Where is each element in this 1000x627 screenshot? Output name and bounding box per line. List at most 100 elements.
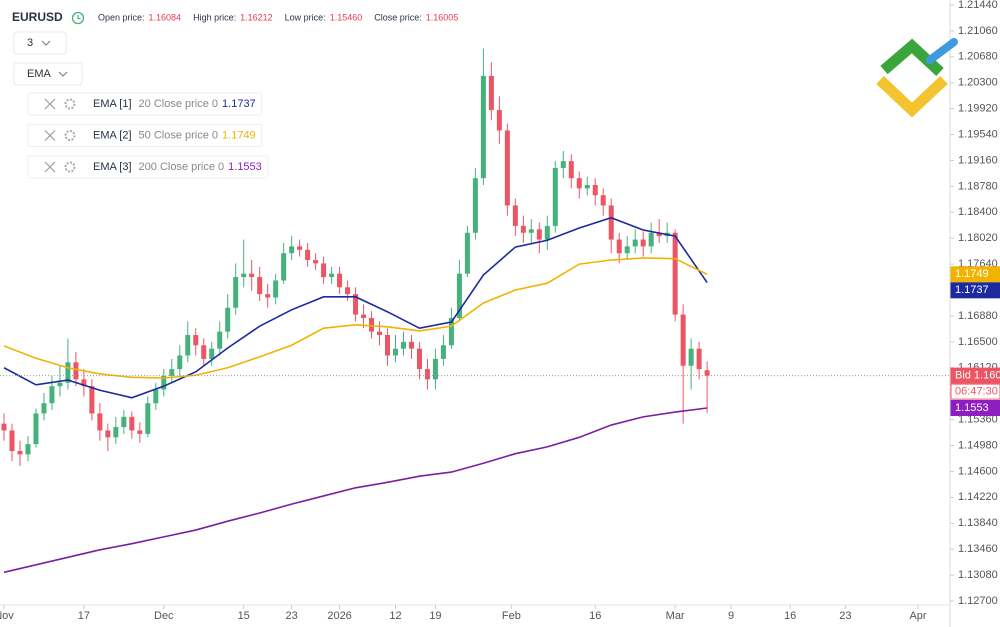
symbol[interactable]: EURUSD bbox=[12, 10, 63, 24]
candle-body bbox=[249, 273, 255, 278]
legend-params: 200 Close price 0 bbox=[139, 161, 225, 173]
candle-body bbox=[616, 239, 622, 254]
candle-body bbox=[97, 413, 103, 431]
legend-value: 1.1553 bbox=[228, 161, 262, 173]
y-tick-label: 1.19540 bbox=[958, 128, 998, 140]
candle-body bbox=[57, 382, 63, 387]
remove-icon[interactable] bbox=[44, 161, 56, 173]
legend-value: 1.1737 bbox=[222, 98, 256, 110]
y-tick-label: 1.19160 bbox=[958, 154, 998, 166]
interval-dropdown[interactable]: 3 bbox=[13, 31, 67, 55]
timer-box-text: 06:47:30 bbox=[955, 386, 998, 398]
candle-body bbox=[592, 185, 598, 196]
ema-line bbox=[3, 257, 708, 379]
y-tick-label: 1.21060 bbox=[958, 25, 998, 37]
candle-body bbox=[400, 341, 406, 349]
y-tick-label: 1.21440 bbox=[958, 0, 998, 11]
candle-body bbox=[536, 229, 542, 240]
indicator-dropdown[interactable]: EMA bbox=[13, 62, 83, 86]
y-tick-label: 1.13460 bbox=[958, 543, 998, 555]
x-tick-label: 2026 bbox=[327, 610, 351, 622]
candle-body bbox=[193, 335, 199, 346]
candle-body bbox=[584, 185, 590, 189]
settings-icon[interactable] bbox=[64, 161, 76, 173]
candle-body bbox=[624, 246, 630, 254]
candle-body bbox=[49, 386, 55, 404]
candle-body bbox=[680, 314, 686, 366]
price-label: Close price: bbox=[374, 12, 422, 22]
price-label: High price: bbox=[193, 12, 236, 22]
candle-body bbox=[480, 75, 486, 179]
candle-body bbox=[129, 416, 135, 431]
candle-body bbox=[305, 249, 311, 261]
candle-body bbox=[472, 178, 478, 233]
candle-body bbox=[161, 375, 167, 390]
legend-row-bg bbox=[27, 92, 263, 116]
y-tick-label: 1.13080 bbox=[958, 569, 998, 581]
candle-body bbox=[297, 246, 303, 250]
indicator-value: EMA bbox=[27, 68, 52, 80]
logo bbox=[876, 38, 958, 118]
remove-icon[interactable] bbox=[44, 130, 56, 141]
candle-body bbox=[448, 317, 454, 346]
settings-icon[interactable] bbox=[64, 130, 76, 141]
x-tick-label: Nov bbox=[0, 610, 14, 622]
legend-row: EMA [1] 20 Close price 0 1.1737 bbox=[27, 92, 263, 116]
x-tick-label: 23 bbox=[839, 610, 851, 622]
candle-body bbox=[177, 355, 183, 370]
candle-body bbox=[257, 277, 263, 295]
x-tick-label: 19 bbox=[429, 610, 441, 622]
candle-body bbox=[89, 386, 95, 414]
header: EURUSD Open price: 1.16084 High price: 1.16… bbox=[12, 10, 458, 24]
x-tick-label: 16 bbox=[589, 610, 601, 622]
price-value: 1.16005 bbox=[426, 12, 459, 22]
candle-body bbox=[265, 294, 271, 298]
candle-body bbox=[640, 239, 646, 247]
candle-body bbox=[313, 260, 319, 264]
candle-body bbox=[273, 280, 279, 298]
plot-area bbox=[1, 48, 710, 574]
candle-body bbox=[512, 205, 518, 226]
candle-body bbox=[241, 273, 247, 278]
timer-box: 06:47:30 bbox=[950, 383, 1000, 400]
candle-body bbox=[552, 167, 558, 226]
ema-value-box-text: 1.1737 bbox=[955, 284, 989, 296]
candle-body bbox=[321, 263, 327, 278]
candle-body bbox=[440, 345, 446, 359]
ema-value-box-text: 1.1553 bbox=[955, 402, 989, 414]
ema-value-box-text: 1.1749 bbox=[955, 268, 989, 280]
candle-body bbox=[704, 370, 710, 376]
candle-body bbox=[1, 423, 7, 431]
candle-body bbox=[496, 109, 502, 131]
ema-value-box: 1.1553 bbox=[950, 399, 1000, 416]
candle-body bbox=[520, 225, 526, 233]
ema-value-box-bg bbox=[950, 399, 1000, 416]
candle-body bbox=[408, 341, 414, 349]
candle-body bbox=[576, 178, 582, 189]
y-tick-label: 1.15360 bbox=[958, 413, 998, 425]
price-value: 1.16084 bbox=[149, 12, 182, 22]
bid-box-text: Bid bbox=[955, 370, 971, 382]
candle-body bbox=[17, 450, 23, 455]
candle-body bbox=[185, 335, 191, 356]
y-tick-label: 1.20680 bbox=[958, 51, 998, 63]
candle-body bbox=[544, 225, 550, 240]
clock-icon[interactable] bbox=[71, 11, 85, 25]
x-tick-label: Feb bbox=[502, 610, 521, 622]
ema-value-box-bg bbox=[950, 266, 1000, 283]
legend-params: 20 Close price 0 bbox=[139, 98, 219, 110]
x-tick-label: 17 bbox=[78, 610, 90, 622]
settings-icon[interactable] bbox=[64, 98, 76, 110]
candle-body bbox=[225, 307, 231, 332]
x-tick-label: 12 bbox=[389, 610, 401, 622]
candle-body bbox=[25, 444, 31, 455]
y-tick-label: 1.14980 bbox=[958, 439, 998, 451]
legend-row: EMA [3] 200 Close price 0 1.1553 bbox=[27, 155, 269, 179]
legend-row-bg bbox=[27, 124, 263, 147]
candle-body bbox=[337, 273, 343, 288]
candle-body bbox=[113, 427, 119, 438]
bid-box-bg bbox=[950, 367, 1000, 384]
price-label: Low price: bbox=[285, 12, 326, 22]
remove-icon[interactable] bbox=[44, 98, 56, 110]
